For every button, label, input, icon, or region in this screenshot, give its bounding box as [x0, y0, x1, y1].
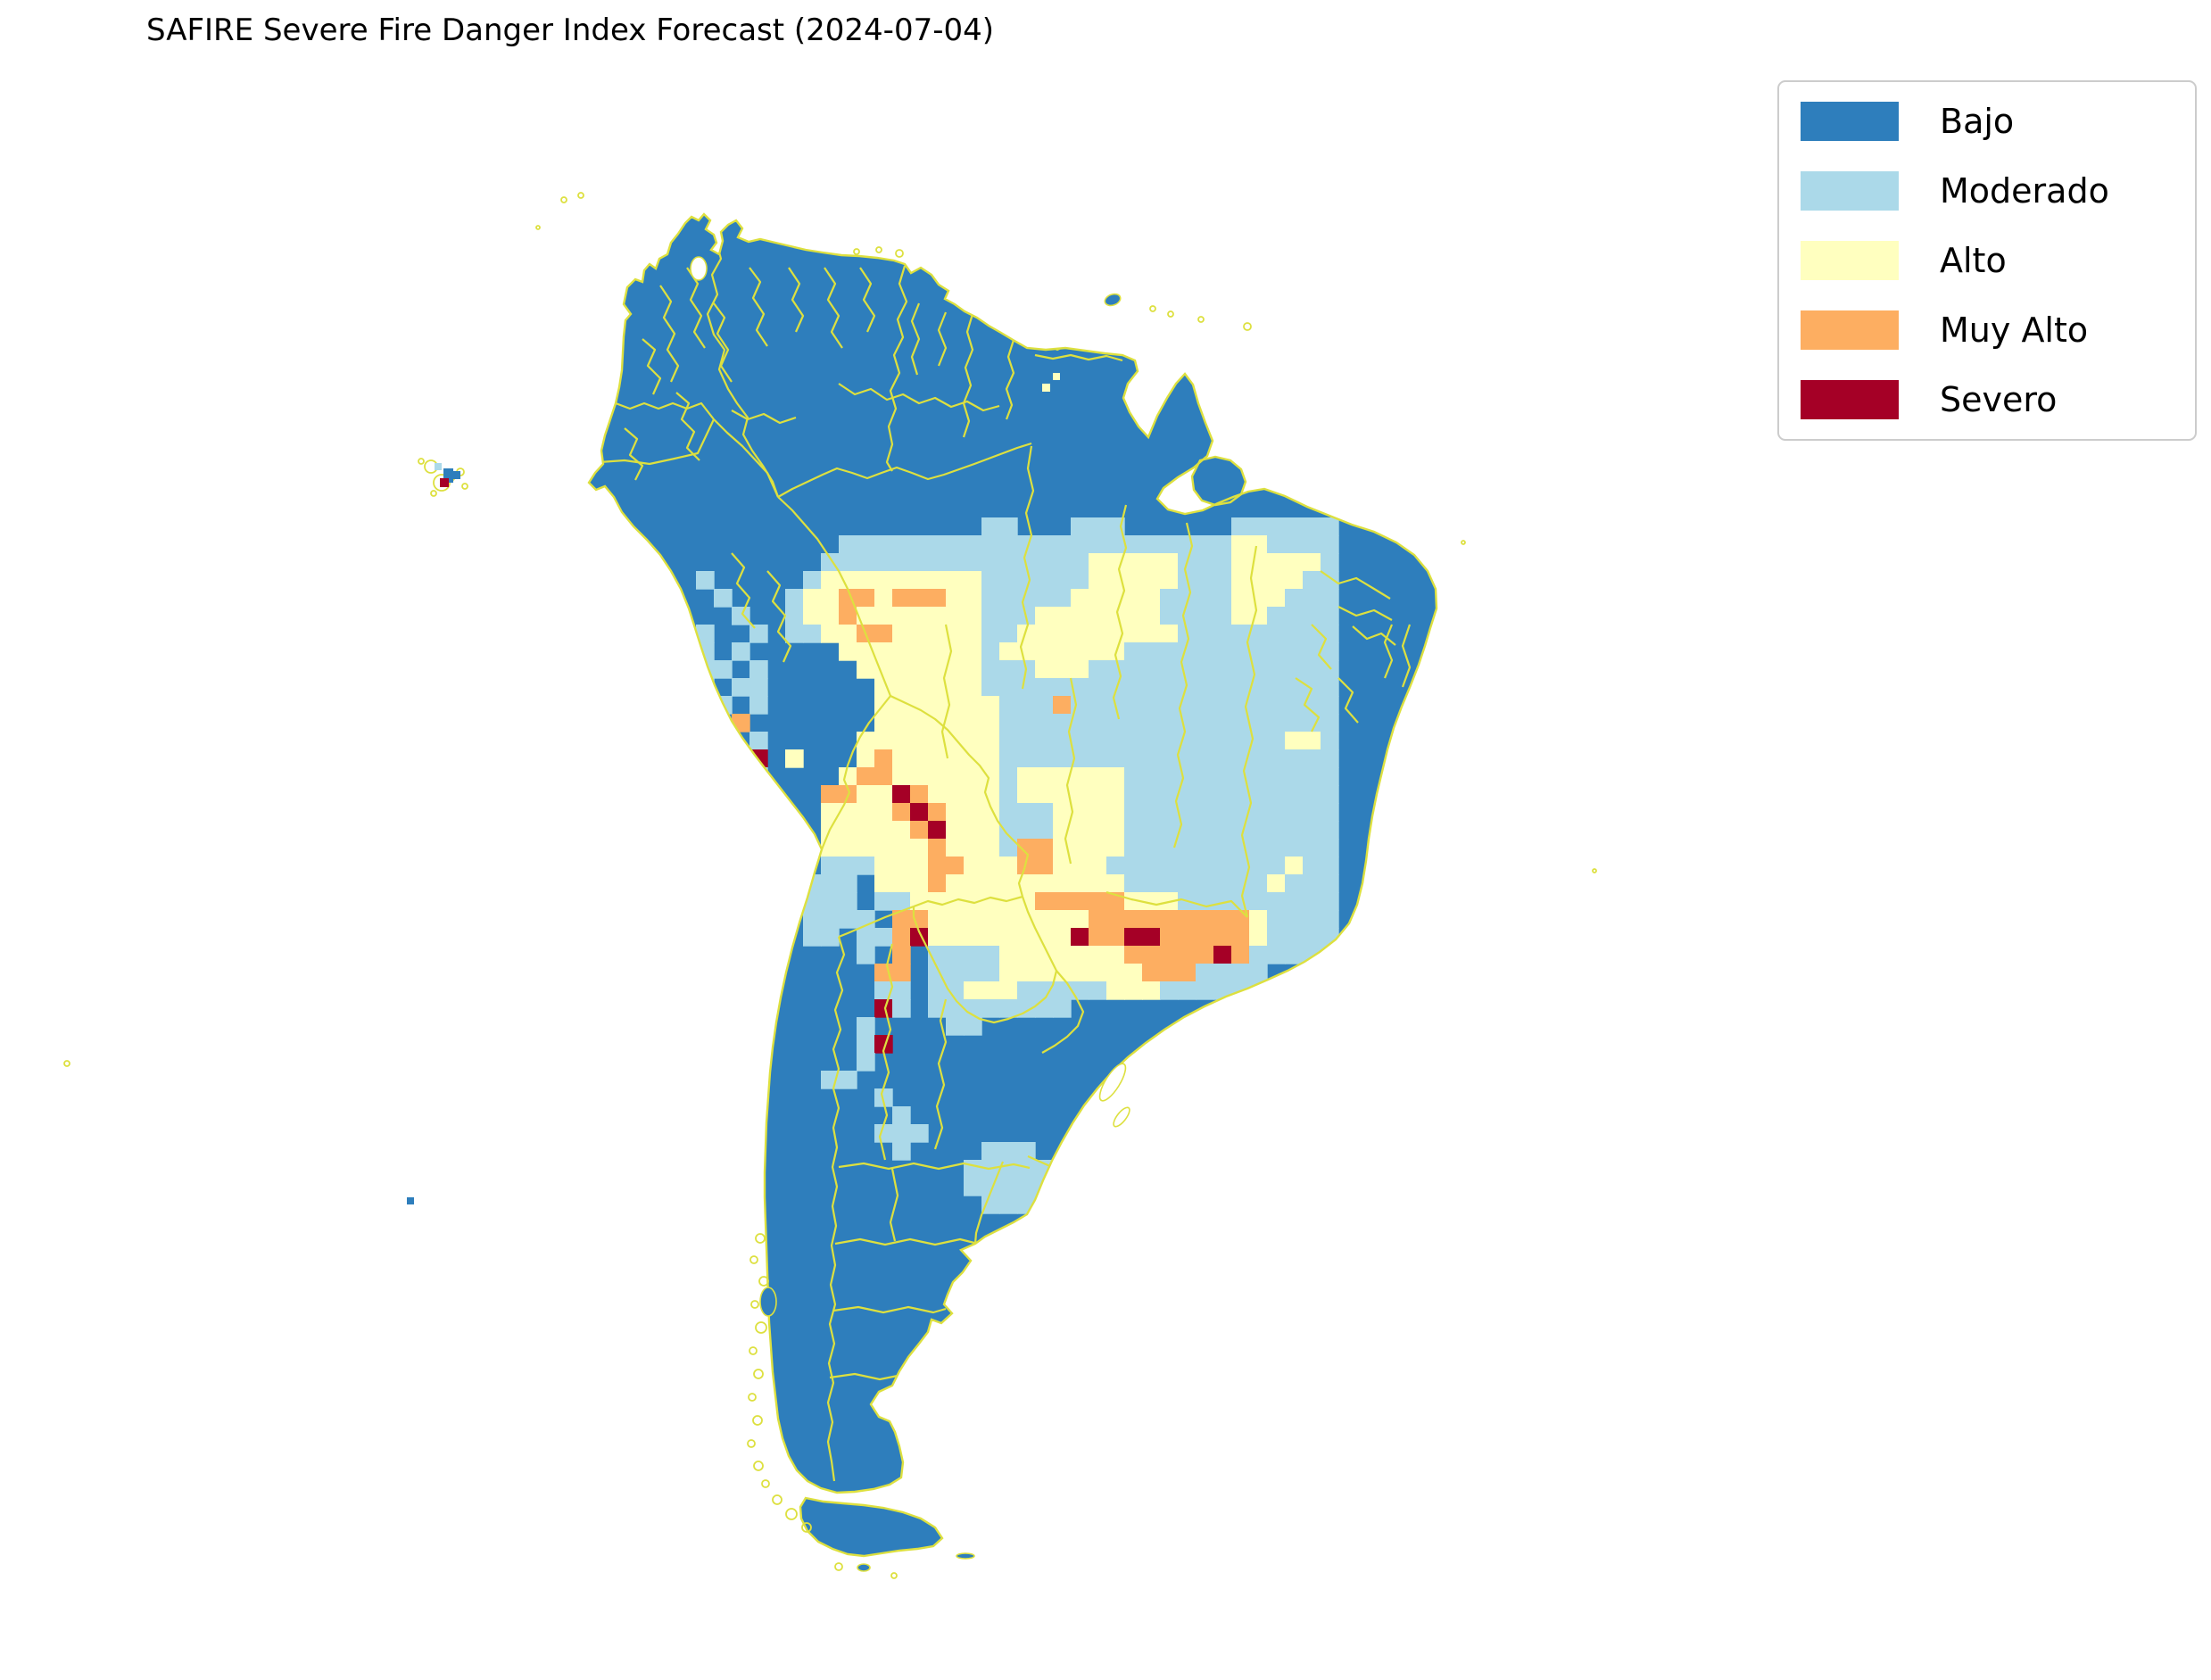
- legend-swatch-bajo: [1801, 102, 1899, 141]
- islands-filled: [759, 293, 1122, 1572]
- legend-swatch-muy-alto: [1801, 310, 1899, 350]
- legend-swatch-severo: [1801, 380, 1899, 419]
- danger-raster: [696, 517, 1339, 1214]
- admin-borders: [599, 238, 1412, 1482]
- islet-outlines: [63, 192, 1597, 1579]
- legend: Bajo Moderado Alto Muy Alto Severo: [1777, 80, 2197, 441]
- legend-item-severo: Severo: [1801, 380, 2174, 419]
- legend-item-moderado: Moderado: [1801, 171, 2174, 211]
- legend-label-severo: Severo: [1940, 380, 2058, 419]
- legend-label-bajo: Bajo: [1940, 102, 2015, 141]
- legend-label-muy-alto: Muy Alto: [1940, 310, 2089, 350]
- legend-label-moderado: Moderado: [1940, 171, 2109, 211]
- legend-item-bajo: Bajo: [1801, 102, 2174, 141]
- legend-item-alto: Alto: [1801, 241, 2174, 280]
- raster-specks: [407, 373, 1060, 1204]
- legend-label-alto: Alto: [1940, 241, 2007, 280]
- lakes: [690, 256, 1130, 1128]
- page-title: SAFIRE Severe Fire Danger Index Forecast…: [146, 12, 995, 48]
- legend-swatch-moderado: [1801, 171, 1899, 211]
- legend-item-muy-alto: Muy Alto: [1801, 310, 2174, 350]
- coastline: [587, 212, 1438, 1558]
- legend-swatch-alto: [1801, 241, 1899, 280]
